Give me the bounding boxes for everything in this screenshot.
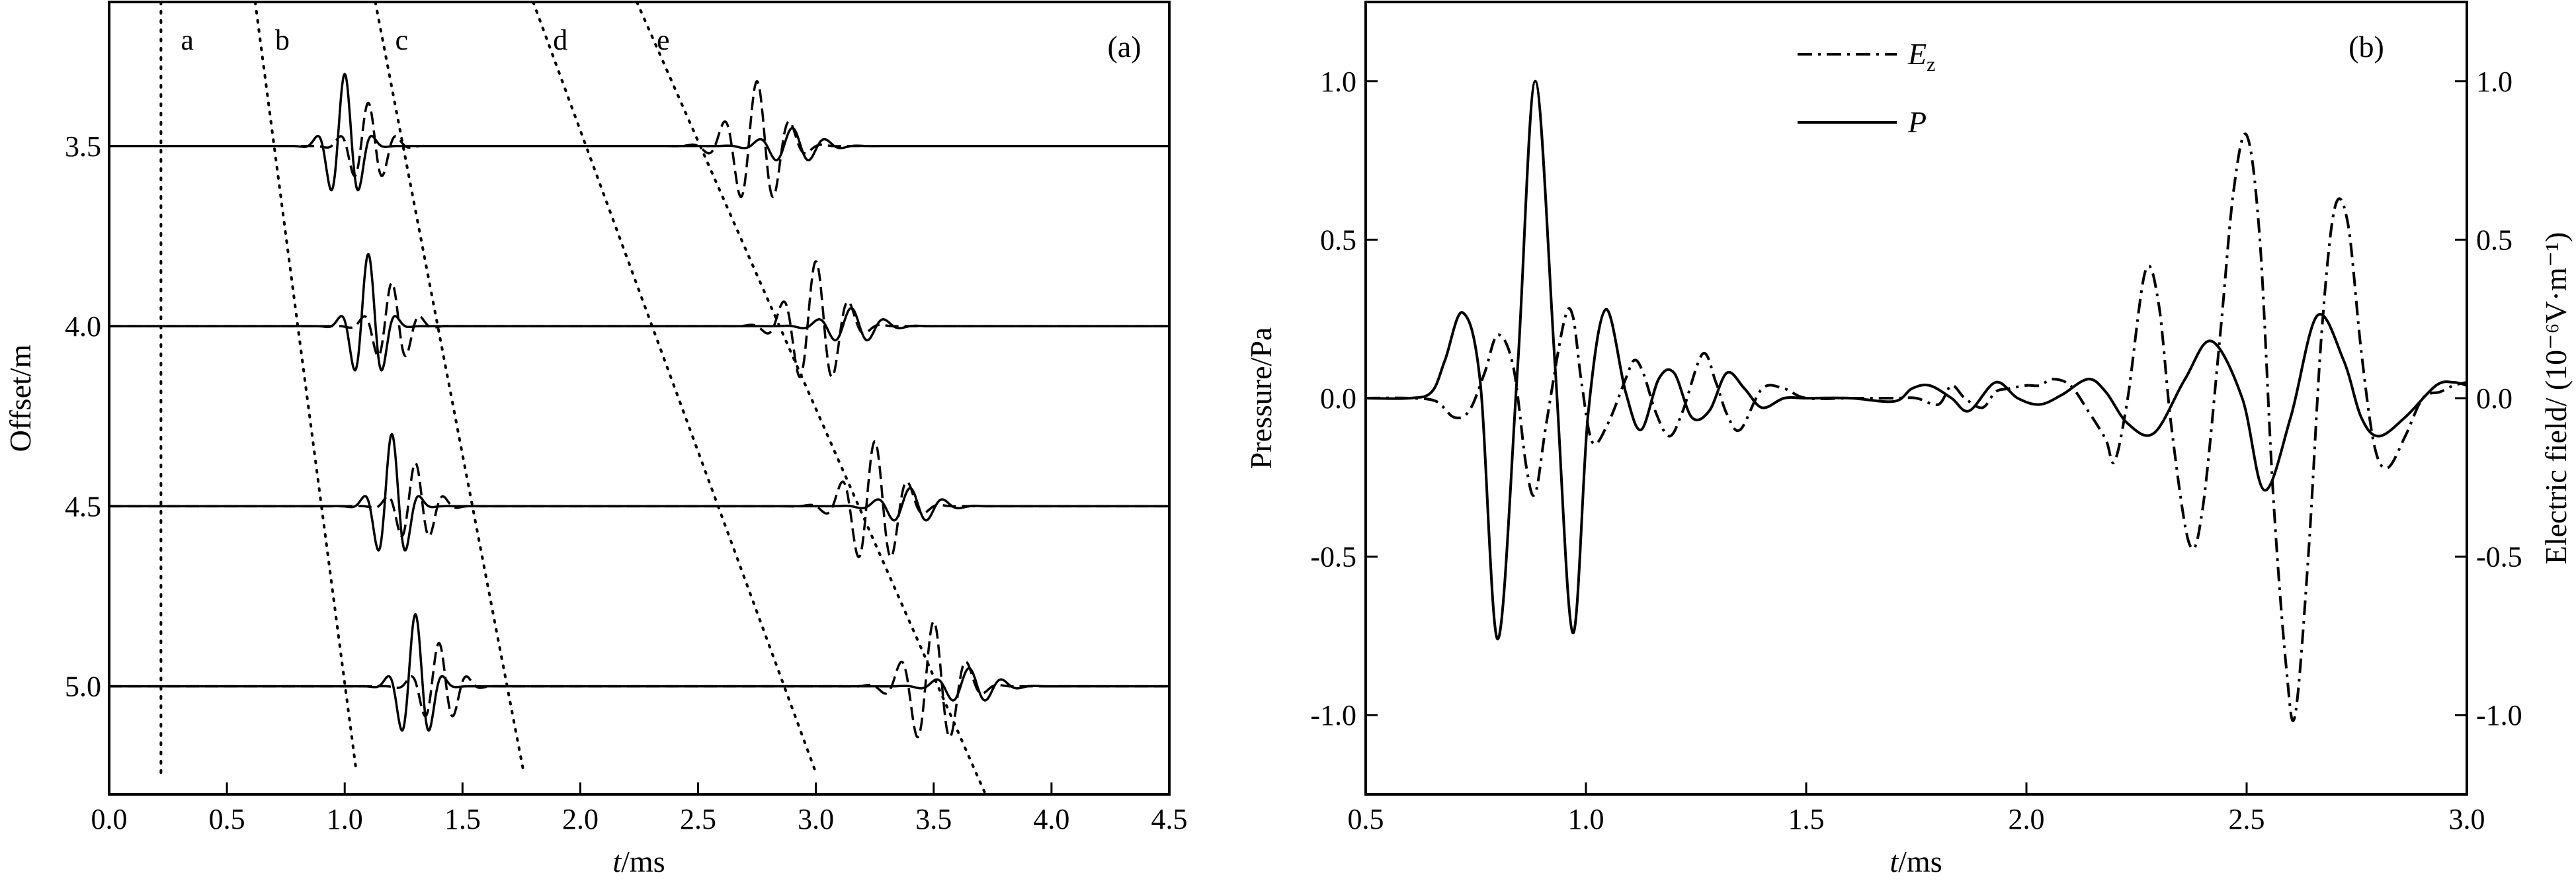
panel-a: a b c d e 0.0 0.5 1.0 1.5 2.0 2.5 3.0 3.5 4.0 4.5 3.5… [3, 1, 1188, 878]
trace-dashed-offset-5 [109, 620, 1169, 739]
x-tick-label: 4.5 [1151, 803, 1188, 835]
right-y-tick-label: 1.0 [2476, 65, 2513, 98]
moveout-label-e: e [657, 24, 670, 56]
panel-a-moveout-lines: a b c d e [159, 1, 987, 796]
moveout-label-a: a [181, 24, 194, 56]
x-tick-label: 1.5 [1788, 803, 1825, 835]
panel-b-series [1365, 79, 2468, 722]
x-tick-label: 1.5 [444, 803, 481, 835]
panel-b-label: (b) [2348, 30, 2384, 63]
moveout-label-c: c [395, 24, 409, 56]
x-tick-label: 2.5 [680, 803, 716, 835]
panel-a-x-ticks: 0.0 0.5 1.0 1.5 2.0 2.5 3.0 3.5 4.0 4.5 [91, 782, 1188, 835]
series-line-ez [1365, 132, 2468, 722]
panel-a-label: (a) [1107, 30, 1141, 63]
trace-dashed-offset-4 [109, 260, 1169, 378]
x-tick-label: 3.0 [2449, 803, 2485, 835]
trace-solid-offset-4 [109, 252, 1169, 372]
panel-b-legend: Ez P [1798, 37, 1935, 139]
x-tick-label: 0.5 [209, 803, 245, 835]
left-y-tick-label: 1.0 [1320, 65, 1356, 98]
moveout-line-d [532, 1, 817, 775]
left-y-tick-label: 0.5 [1320, 224, 1356, 256]
trace-solid-offset-3.5 [109, 72, 1169, 192]
x-tick-label: 2.0 [2009, 803, 2045, 835]
left-y-tick-label: -1.0 [1310, 699, 1356, 732]
moveout-line-e [635, 1, 987, 796]
panel-a-y-ticks: 3.5 4.0 4.5 5.0 [65, 130, 121, 703]
y-tick-label: 3.5 [65, 130, 101, 163]
x-tick-label: 3.0 [798, 803, 834, 835]
y-tick-label: 4.0 [65, 310, 101, 343]
panel-a-plot-frame [108, 1, 1171, 796]
legend-label-ez: Ez [1907, 37, 1935, 75]
right-y-tick-label: -0.5 [2476, 541, 2522, 573]
x-tick-label: 4.0 [1033, 803, 1069, 835]
x-tick-label: 0.5 [1348, 803, 1384, 835]
panel-b-y-ticks: 1.0 1.0 0.5 0.5 0.0 0.0 -0.5 -0.5 -1.0 -1.0 [1310, 65, 2522, 732]
moveout-line-b [253, 1, 358, 775]
y-tick-label: 4.5 [65, 490, 101, 523]
trace-solid-offset-4.5 [109, 433, 1169, 552]
right-y-tick-label: 0.5 [2476, 224, 2513, 256]
panel-a-x-axis-label: t/ms [612, 845, 665, 878]
panel-b-right-axis-label: Electric field/ (10⁻⁶V·m⁻¹) [2539, 232, 2573, 564]
right-y-tick-label: -1.0 [2476, 699, 2522, 732]
panel-b-x-axis-label: t/ms [1890, 845, 1942, 878]
moveout-label-d: d [553, 24, 567, 56]
legend-label-p: P [1907, 105, 1927, 139]
x-tick-label: 2.0 [562, 803, 599, 835]
left-y-tick-label: 0.0 [1320, 382, 1356, 415]
x-tick-label: 2.5 [2229, 803, 2265, 835]
left-y-tick-label: -0.5 [1310, 541, 1356, 573]
x-tick-label: 3.5 [915, 803, 952, 835]
y-tick-label: 5.0 [65, 671, 101, 703]
x-tick-label: 1.0 [1568, 803, 1604, 835]
x-tick-label: 0.0 [91, 803, 128, 835]
panel-a-y-axis-label: Offset/m [3, 344, 37, 452]
right-y-tick-label: 0.0 [2476, 382, 2513, 415]
moveout-line-c [374, 1, 525, 775]
panel-b-left-axis-label: Pressure/Pa [1244, 327, 1278, 470]
panel-b: 0.5 1.0 1.5 2.0 2.5 3.0 1.0 1.0 0.5 0.5 0.0 0.0 -0.… [1244, 1, 2573, 878]
trace-dashed-offset-3.5 [109, 79, 1169, 198]
moveout-label-b: b [275, 24, 290, 56]
trace-dashed-offset-4.5 [109, 440, 1169, 559]
trace-solid-offset-5 [109, 612, 1169, 732]
series-line-p [1365, 79, 2468, 641]
panel-b-x-ticks: 0.5 1.0 1.5 2.0 2.5 3.0 [1348, 782, 2485, 835]
x-tick-label: 1.0 [327, 803, 363, 835]
panel-a-traces [109, 72, 1169, 739]
